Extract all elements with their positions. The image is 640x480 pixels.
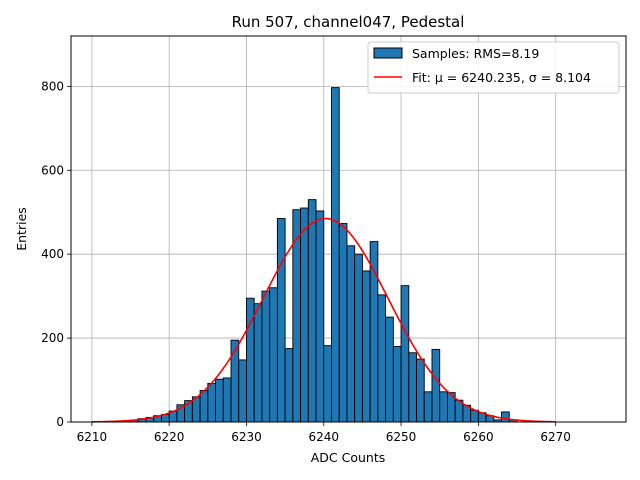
histogram-bar xyxy=(346,245,356,423)
plot-frame xyxy=(70,35,627,423)
histogram-bar xyxy=(354,253,363,423)
histogram-bar xyxy=(199,390,209,423)
histogram-bar xyxy=(416,358,425,423)
histogram-bar xyxy=(315,210,325,423)
histogram-bar xyxy=(423,391,433,423)
fit-curve xyxy=(91,217,556,423)
y-tick-label: 800 xyxy=(41,79,64,93)
chart-title: Run 507, channel047, Pedestal xyxy=(232,13,465,31)
histogram-bar xyxy=(439,391,448,423)
legend-box xyxy=(367,41,620,94)
x-tick-label: 6250 xyxy=(386,430,417,444)
x-tick-label: 6210 xyxy=(77,430,108,444)
y-tick-label: 0 xyxy=(56,415,64,429)
histogram-bar xyxy=(501,411,510,423)
y-axis-ticks: 0 200 400 600 800 xyxy=(41,79,71,429)
histogram-bar xyxy=(253,303,263,423)
histogram-bar xyxy=(284,348,294,423)
x-tick-label: 6220 xyxy=(154,430,185,444)
x-tick-label: 6240 xyxy=(308,430,339,444)
histogram-bar xyxy=(230,339,240,423)
y-tick-label: 400 xyxy=(41,247,64,261)
histogram-bar xyxy=(269,287,278,423)
histogram-bar xyxy=(361,270,371,423)
x-tick-label: 6270 xyxy=(540,430,571,444)
histogram-bar xyxy=(307,199,317,423)
legend-label-fit: Fit: μ = 6240.235, σ = 8.104 xyxy=(412,70,591,85)
histogram-bar xyxy=(470,409,479,423)
histogram-bar xyxy=(207,382,216,423)
histogram-bar xyxy=(331,87,340,423)
histogram-bar xyxy=(323,345,332,423)
y-tick-label: 600 xyxy=(41,163,64,177)
histogram-bar xyxy=(377,294,387,423)
x-tick-label: 6260 xyxy=(463,430,494,444)
histogram-bar xyxy=(369,241,379,423)
legend-swatch-samples xyxy=(373,47,403,59)
histogram-bar xyxy=(276,218,286,423)
histogram-bar xyxy=(392,346,402,423)
histogram-bar xyxy=(215,378,224,423)
x-axis-label: ADC Counts xyxy=(311,450,386,465)
histogram-bar xyxy=(408,352,417,423)
histogram-bar xyxy=(400,285,410,423)
legend: Samples: RMS=8.19 Fit: μ = 6240.235, σ =… xyxy=(367,41,620,94)
histogram-bar xyxy=(300,207,309,423)
legend-label-samples: Samples: RMS=8.19 xyxy=(412,46,539,61)
histogram-bar xyxy=(222,377,232,423)
x-tick-label: 6230 xyxy=(231,430,262,444)
histogram-bar xyxy=(385,316,394,423)
y-tick-label: 200 xyxy=(41,331,64,345)
y-axis-label: Entries xyxy=(14,207,29,251)
histogram-bar xyxy=(431,348,441,423)
histogram-bar xyxy=(238,359,247,423)
histogram-bar xyxy=(261,290,271,423)
histogram-bar xyxy=(338,223,348,423)
x-axis-ticks: 6210 6220 6230 6240 6250 6260 6270 xyxy=(77,422,571,444)
histogram-bars xyxy=(114,87,518,423)
